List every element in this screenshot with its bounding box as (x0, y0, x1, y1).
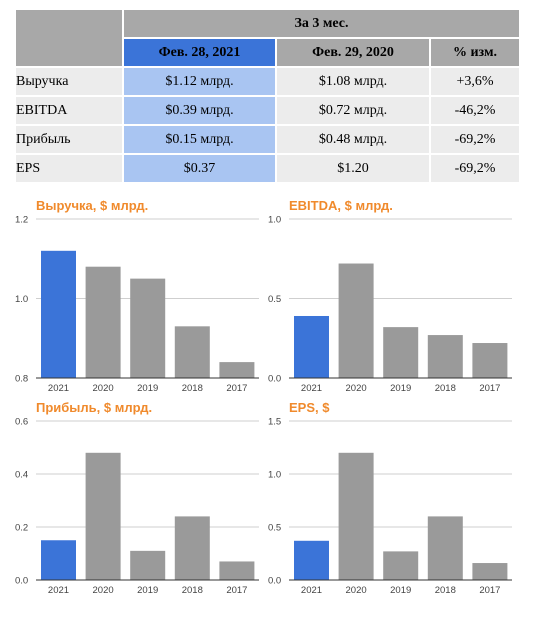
y-tick-label: 1.5 (268, 417, 281, 428)
y-tick-label: 0.2 (15, 523, 28, 534)
y-tick-label: 0.4 (15, 470, 28, 481)
bar-2019 (383, 327, 419, 378)
cell-previous: $1.20 (275, 153, 431, 184)
x-tick-label: 2019 (137, 585, 158, 596)
x-tick-label: 2020 (346, 383, 367, 394)
bar-2017 (472, 343, 508, 378)
cell-previous: $0.72 млрд. (275, 95, 431, 126)
row-label: EBITDA (14, 95, 124, 126)
chart-title: EBITDA, $ млрд. (289, 198, 393, 213)
profit-chart: Прибыль, $ млрд. 0.0 0.2 0.4 0.6 2021 2020 201… (14, 400, 264, 600)
x-tick-label: 2018 (435, 383, 456, 394)
bar-2021 (294, 540, 329, 580)
x-tick-label: 2019 (137, 383, 158, 394)
row-label: Прибыль (14, 124, 124, 155)
cell-change: +3,6% (429, 66, 521, 97)
x-tick-label: 2018 (182, 585, 203, 596)
bar-2017 (472, 563, 508, 580)
bar-2020 (85, 266, 121, 378)
table-group-header-row: За 3 мес. (14, 8, 521, 68)
bar-2019 (130, 550, 166, 580)
table-row: EPS $0.37 $1.20 -69,2% (14, 153, 521, 184)
y-tick-label: 0.0 (268, 576, 281, 587)
x-tick-label: 2020 (93, 585, 114, 596)
cell-current: $0.37 (122, 153, 277, 184)
bar-2018 (427, 335, 463, 378)
column-header-change: % изм. (429, 37, 521, 68)
cell-change: -46,2% (429, 95, 521, 126)
y-tick-label: 0.5 (268, 294, 281, 305)
bar-2018 (174, 516, 210, 580)
cell-previous: $1.08 млрд. (275, 66, 431, 97)
profit-chart-plot: 0.0 0.2 0.4 0.6 2021 2020 2019 2018 2017 (15, 417, 259, 596)
x-tick-label: 2017 (226, 383, 247, 394)
financial-summary-table: За 3 мес. Фев. 28, 2021 Фев. 29, 2020 % … (14, 8, 521, 184)
y-tick-label: 0.8 (15, 374, 28, 385)
eps-chart: EPS, $ 0.0 0.5 1.0 1.5 2021 2020 2019 2018 2017 (267, 400, 517, 600)
x-tick-label: 2020 (93, 383, 114, 394)
header-corner-cell (14, 8, 124, 68)
bar-2020 (85, 452, 121, 580)
x-tick-label: 2017 (479, 383, 500, 394)
row-label: EPS (14, 153, 124, 184)
x-tick-label: 2020 (346, 585, 367, 596)
y-tick-label: 1.0 (268, 215, 281, 226)
cell-current: $0.15 млрд. (122, 124, 277, 155)
bar-2019 (130, 278, 166, 378)
cell-current: $1.12 млрд. (122, 66, 277, 97)
x-tick-label: 2021 (301, 585, 322, 596)
ebitda-chart: EBITDA, $ млрд. 0.0 0.5 1.0 2021 2020 2019 201… (267, 198, 517, 398)
x-tick-label: 2021 (301, 383, 322, 394)
table-column-header-row: Фев. 28, 2021 Фев. 29, 2020 % изм. (15, 37, 521, 68)
eps-chart-plot: 0.0 0.5 1.0 1.5 2021 2020 2019 2018 2017 (268, 417, 512, 596)
x-tick-label: 2018 (435, 585, 456, 596)
bar-2021 (41, 250, 76, 378)
x-tick-label: 2018 (182, 383, 203, 394)
y-tick-label: 1.0 (15, 294, 28, 305)
bar-2018 (427, 516, 463, 580)
x-tick-label: 2017 (226, 585, 247, 596)
bar-2017 (219, 561, 255, 580)
revenue-chart-plot: 0.8 1.0 1.2 2021 2020 2019 2018 2017 (15, 215, 259, 394)
y-tick-label: 0.5 (268, 523, 281, 534)
y-tick-label: 0.6 (15, 417, 28, 428)
y-tick-label: 0.0 (15, 576, 28, 587)
bar-2018 (174, 326, 210, 378)
bar-2021 (41, 540, 76, 580)
y-tick-label: 1.2 (15, 215, 28, 226)
row-label: Выручка (14, 66, 124, 97)
bar-2020 (338, 452, 374, 580)
y-tick-label: 1.0 (268, 470, 281, 481)
cell-current: $0.39 млрд. (122, 95, 277, 126)
x-tick-label: 2017 (479, 585, 500, 596)
cell-change: -69,2% (429, 153, 521, 184)
x-tick-label: 2019 (390, 383, 411, 394)
period-group-header: За 3 мес. (122, 8, 521, 39)
x-tick-label: 2021 (48, 383, 69, 394)
table-row: EBITDA $0.39 млрд. $0.72 млрд. -46,2% (14, 95, 521, 126)
bar-2020 (338, 263, 374, 378)
x-tick-label: 2019 (390, 585, 411, 596)
table-row: Выручка $1.12 млрд. $1.08 млрд. +3,6% (14, 66, 521, 97)
cell-change: -69,2% (429, 124, 521, 155)
bar-2021 (294, 315, 329, 378)
ebitda-chart-plot: 0.0 0.5 1.0 2021 2020 2019 2018 2017 (268, 215, 512, 394)
chart-title: Прибыль, $ млрд. (36, 400, 153, 415)
chart-title: EPS, $ (289, 400, 330, 415)
chart-title: Выручка, $ млрд. (36, 198, 149, 213)
cell-previous: $0.48 млрд. (275, 124, 431, 155)
bar-2019 (383, 551, 419, 580)
column-header-current: Фев. 28, 2021 (122, 37, 277, 68)
bar-2017 (219, 362, 255, 378)
column-header-previous: Фев. 29, 2020 (275, 37, 431, 68)
x-tick-label: 2021 (48, 585, 69, 596)
y-tick-label: 0.0 (268, 374, 281, 385)
table-row: Прибыль $0.15 млрд. $0.48 млрд. -69,2% (14, 124, 521, 155)
revenue-chart: Выручка, $ млрд. 0.8 1.0 1.2 2021 2020 2019 20… (14, 198, 264, 398)
